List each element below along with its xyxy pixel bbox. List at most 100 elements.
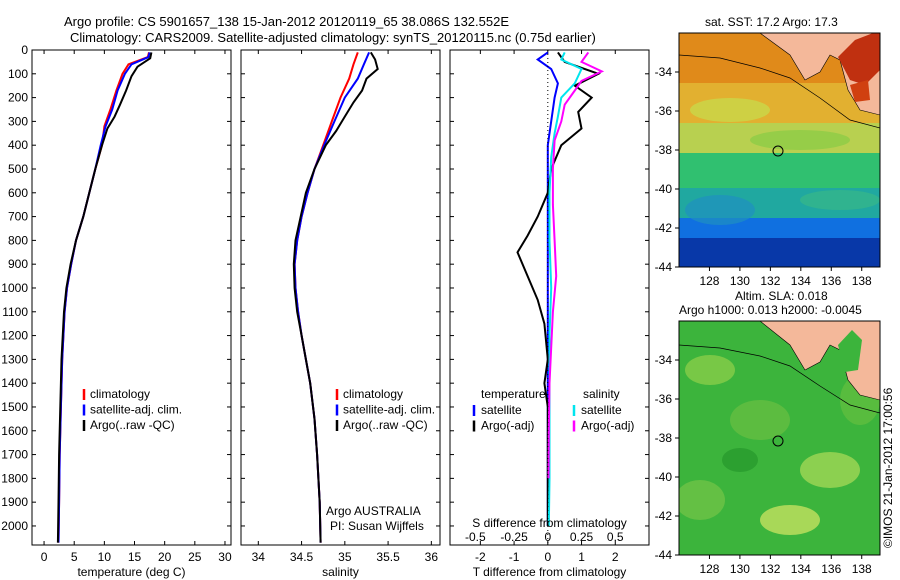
x-axis-label: salinity (322, 565, 359, 579)
s-diff-axis-label: S difference from climatology (472, 516, 627, 530)
lon-tick-label: 128 (699, 274, 719, 288)
x-tick-label: 0 (41, 550, 48, 564)
sla-map (679, 321, 880, 555)
chart-panel-3: -2 -1 0 1 2T difference from climatology -0.5… (449, 49, 650, 579)
series-line-3 (56, 52, 153, 543)
lon-tick-label: 136 (821, 274, 841, 288)
s-diff-tick-label: -0.5 (465, 530, 486, 544)
series-line-2 (293, 51, 371, 543)
s-diff-tick-label: 0.25 (570, 530, 594, 544)
y-tick-label: 200 (8, 91, 28, 105)
s-diff-tick-label: 0.5 (607, 530, 624, 544)
legend-label: Argo(-adj) (581, 419, 634, 433)
plot-frame (240, 49, 441, 546)
y-tick-label: 800 (8, 233, 28, 247)
lon-tick-label: 136 (821, 562, 841, 576)
chart-panel-2: 34 34.5 35 35.5 36 salinity climatology satelli… (240, 49, 441, 579)
x-tick-label: 35.5 (376, 550, 400, 564)
x-tick-label: 36 (425, 550, 439, 564)
legend-label: satellite-adj. clim. (343, 403, 435, 417)
series-line-2 (516, 51, 601, 526)
y-tick-label: 1100 (2, 305, 28, 319)
x-tick-label: -2 (475, 550, 486, 564)
y-tick-label: 1700 (1, 448, 28, 462)
legend-temp-title: temperature (481, 387, 546, 401)
y-tick-label: 1300 (1, 352, 28, 366)
lon-tick-label: 134 (791, 562, 811, 576)
x-tick-label: 25 (188, 550, 202, 564)
lat-tick-label: -42 (655, 221, 673, 235)
y-tick-label: 400 (8, 138, 28, 152)
x-tick-label: 34 (252, 550, 266, 564)
lat-tick-label: -44 (655, 260, 673, 274)
y-tick-label: 900 (8, 257, 28, 271)
lon-tick-label: 130 (730, 562, 750, 576)
lon-tick-label: 132 (760, 562, 780, 576)
y-tick-label: 100 (8, 67, 28, 81)
header-title-line1: Argo profile: CS 5901657_138 15-Jan-2012… (64, 14, 509, 29)
legend-label: Argo(-adj) (481, 419, 534, 433)
lat-tick-label: -38 (655, 431, 673, 445)
plot-frame (449, 49, 650, 546)
sla-map-label2: Argo h1000: 0.013 h2000: -0.0045 (679, 303, 862, 317)
imos-stamp: ©IMOS 21-Jan-2012 17:00:56 (881, 387, 895, 548)
sst-map (679, 33, 880, 267)
y-tick-label: 300 (8, 114, 28, 128)
x-tick-label: 1 (578, 550, 585, 564)
plot-frame (31, 49, 232, 546)
lat-tick-label: -42 (655, 509, 673, 523)
legend-sal-title: salinity (583, 387, 620, 401)
legend-label: Argo(..raw -QC) (90, 418, 175, 432)
series-line-1 (57, 52, 150, 543)
x-tick-label: 30 (218, 550, 232, 564)
x-axis-label: T difference from climatology (473, 565, 627, 579)
sst-map-label: sat. SST: 17.2 Argo: 17.3 (705, 15, 838, 29)
series-line-1 (293, 52, 359, 543)
y-tick-label: 1900 (1, 495, 28, 509)
argo-annotation-1: Argo AUSTRALIA (326, 504, 421, 518)
x-tick-label: 15 (128, 550, 142, 564)
x-tick-label: 20 (158, 550, 172, 564)
x-tick-label: 34.5 (290, 550, 314, 564)
y-tick-label: 700 (8, 210, 28, 224)
y-tick-label: 1000 (1, 281, 28, 295)
lon-tick-label: 132 (760, 274, 780, 288)
series-line-1 (535, 51, 559, 526)
legend-label: satellite (481, 403, 522, 417)
lat-tick-label: -44 (655, 548, 673, 562)
lat-tick-label: -34 (655, 65, 673, 79)
x-tick-label: 35 (338, 550, 352, 564)
legend-label: climatology (90, 387, 150, 401)
argo-annotation-2: PI: Susan Wijffels (330, 519, 424, 533)
argo-location-marker-sla (772, 435, 784, 447)
lat-tick-label: -40 (655, 470, 673, 484)
lat-tick-label: -36 (655, 104, 673, 118)
lon-tick-label: 134 (791, 274, 811, 288)
y-tick-label: 2000 (1, 519, 28, 533)
lon-tick-label: 128 (699, 562, 719, 576)
argo-location-marker-sst (772, 145, 784, 157)
y-tick-label: 1600 (1, 424, 28, 438)
series-line-4 (547, 51, 605, 479)
series-line-3 (292, 51, 379, 543)
sla-map-label1: Altim. SLA: 0.018 (735, 289, 828, 303)
series-line-3 (547, 51, 583, 527)
lat-tick-label: -36 (655, 392, 673, 406)
x-tick-label: 2 (612, 550, 619, 564)
x-tick-label: -1 (509, 550, 520, 564)
y-tick-label: 600 (8, 186, 28, 200)
s-diff-tick-label: -0.25 (500, 530, 528, 544)
legend-label: climatology (343, 387, 403, 401)
y-tick-label: 1800 (1, 471, 28, 485)
lat-tick-label: -38 (655, 143, 673, 157)
header-title-line2: Climatology: CARS2009. Satellite-adjuste… (70, 30, 596, 45)
y-tick-label: 1500 (1, 400, 28, 414)
legend-label: Argo(..raw -QC) (343, 418, 428, 432)
x-tick-label: 0 (544, 550, 551, 564)
x-axis-label: temperature (deg C) (77, 565, 185, 579)
y-tick-label: 1400 (1, 376, 28, 390)
y-tick-label: 1200 (1, 329, 28, 343)
s-diff-tick-label: 0 (544, 530, 551, 544)
legend-label: satellite (581, 403, 622, 417)
